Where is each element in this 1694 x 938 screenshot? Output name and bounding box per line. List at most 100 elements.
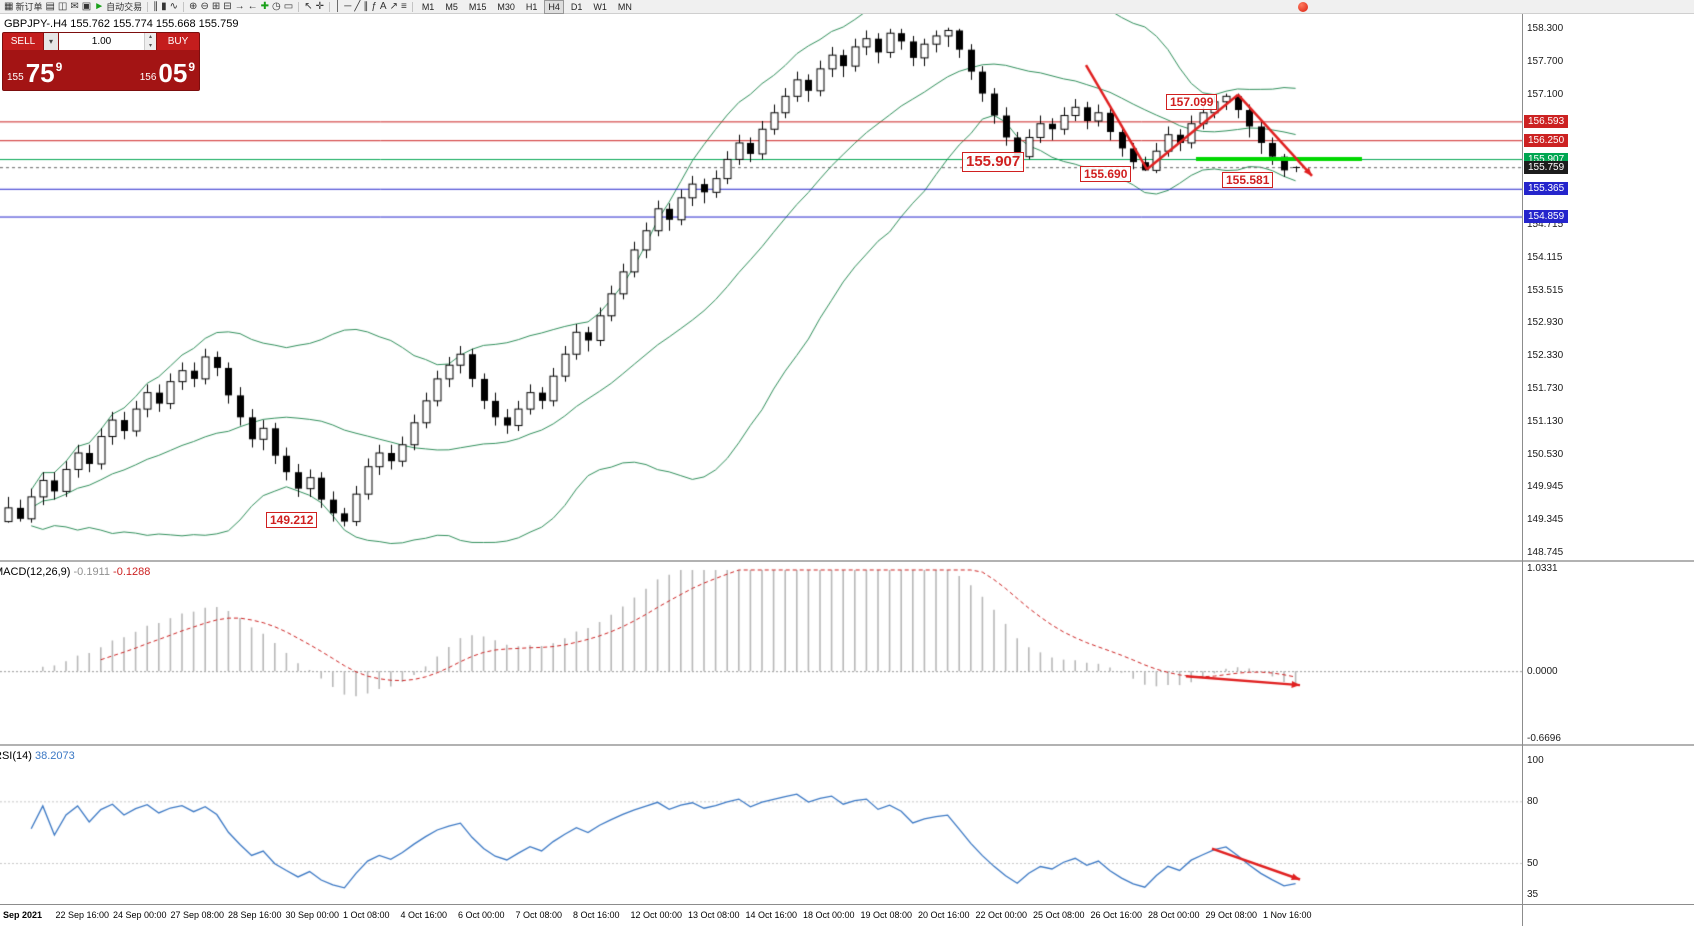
time-axis-label: 20 Oct 16:00 [918, 910, 970, 920]
status-red-icon[interactable] [1298, 2, 1308, 12]
panel-separator[interactable] [0, 560, 1694, 562]
trendline-icon: ╱ [354, 0, 361, 12]
equidistant-channel-icon[interactable]: ∥ [363, 1, 368, 13]
crosshair-icon: ✛ [315, 0, 324, 12]
price-axis-tick: 158.300 [1527, 22, 1564, 34]
price-axis-tick: 157.100 [1527, 88, 1564, 100]
shapes-icon[interactable]: ≡ [401, 1, 407, 13]
rsi-value: 38.2073 [34, 750, 75, 762]
volume-input[interactable] [59, 33, 144, 50]
toolbar-separator [147, 1, 149, 12]
timeframe-H1[interactable]: H1 [525, 1, 538, 12]
volume-stepper: ▴ ▾ [144, 33, 156, 50]
templates-icon: ▭ [283, 0, 294, 12]
timeframe-M15[interactable]: M15 [468, 1, 487, 12]
macd-axis-tick: 1.0331 [1527, 563, 1558, 574]
profiles-icon: ▤ [45, 0, 55, 12]
timeframe-M30[interactable]: M30 [497, 1, 515, 12]
vertical-line-icon[interactable]: │ [335, 1, 341, 13]
time-axis-label: 22 Oct 00:00 [975, 910, 1028, 920]
candlestick-chart-icon[interactable]: ▮ [161, 1, 167, 13]
timeframe-D1[interactable]: D1 [570, 1, 583, 12]
volume-up-button[interactable]: ▴ [148, 34, 152, 40]
indicators-button[interactable]: ✚ [261, 1, 269, 13]
rsi-label: RSI(14) 38.2073 [0, 750, 75, 762]
toolbar: ▦ 新订单 ▤ ◫ ✉ ▣ ► 自动交易 ∥ ▮ ∿ ⊕ ⊖ ⊞ ⊟ → ← ✚ ◷ ▭ ↖ ✛ │ ─ ╱ ∥ ƒ A ↗ ≡ M1 M5 M… [0, 0, 1694, 14]
zoom-in-icon[interactable]: ⊕ [189, 1, 197, 13]
time-axis-label: 7 Oct 08:00 [515, 910, 563, 920]
order-type-dropdown[interactable]: ▾ [43, 33, 58, 50]
fibonacci-icon[interactable]: ƒ [371, 1, 377, 13]
timeframe-M5[interactable]: M5 [445, 1, 458, 12]
profiles-icon[interactable]: ▤ [45, 1, 54, 13]
indicators-icon: ✚ [260, 0, 269, 12]
sell-button[interactable]: SELL [3, 33, 43, 50]
ask-price[interactable]: 156 05 9 [101, 50, 199, 90]
panel-separator[interactable] [0, 744, 1694, 746]
bar-chart-icon: ∥ [153, 0, 159, 12]
annotation-price-label[interactable]: 155.690 [1080, 166, 1132, 182]
price-axis-tick: 151.130 [1527, 416, 1564, 428]
crosshair-icon[interactable]: ✛ [316, 1, 324, 13]
price-axis-tick: 151.730 [1527, 383, 1564, 395]
text-label-icon[interactable]: A [380, 1, 387, 13]
timeframe-MN[interactable]: MN [617, 1, 632, 12]
timeframe-M1[interactable]: M1 [421, 1, 435, 12]
rsi-name: RSI(14) [0, 750, 32, 762]
periods-icon[interactable]: ◷ [272, 1, 281, 13]
price-axis-border [1522, 14, 1523, 926]
bid-price-sup: 9 [55, 60, 63, 74]
trade-controls-row: SELL ▾ ▴ ▾ BUY [3, 33, 199, 50]
macd-indicator-panel[interactable] [0, 562, 1522, 744]
auto-scroll-icon[interactable]: → [235, 1, 245, 13]
line-chart-icon[interactable]: ∿ [170, 1, 178, 13]
templates-icon[interactable]: ▭ [284, 1, 293, 13]
volume-down-button[interactable]: ▾ [148, 42, 152, 49]
time-axis-label: 24 Sep 00:00 [113, 910, 167, 920]
cascade-windows-icon[interactable]: ⊟ [223, 1, 231, 13]
market-watch-icon: ◫ [57, 0, 68, 12]
annotation-price-label[interactable]: 155.581 [1222, 172, 1274, 188]
cursor-icon[interactable]: ↖ [304, 1, 312, 13]
price-axis-tick: 149.345 [1527, 514, 1564, 526]
rsi-indicator-panel[interactable] [0, 746, 1522, 906]
arrows-icon[interactable]: ↗ [390, 1, 398, 13]
mail-icon[interactable]: ✉ [70, 1, 78, 13]
autotrading-button[interactable]: ► 自动交易 [94, 1, 142, 13]
bid-price[interactable]: 155 75 9 [3, 50, 101, 90]
zoom-out-icon[interactable]: ⊖ [200, 1, 208, 13]
market-watch-icon[interactable]: ◫ [58, 1, 67, 13]
price-axis-tick: 148.745 [1527, 547, 1564, 559]
time-axis-label: 25 Oct 08:00 [1033, 910, 1085, 920]
annotation-price-label[interactable]: 157.099 [1166, 94, 1218, 110]
time-axis-label: 4 Oct 16:00 [400, 910, 448, 920]
trendline-icon[interactable]: ╱ [354, 1, 360, 13]
timeframe-W1[interactable]: W1 [593, 1, 607, 12]
horizontal-line-icon[interactable]: ─ [344, 1, 351, 13]
buy-button[interactable]: BUY [157, 33, 199, 50]
time-axis-label: 26 Oct 16:00 [1090, 910, 1143, 920]
new-order-button[interactable]: ▦ 新订单 [4, 1, 42, 13]
bar-chart-icon[interactable]: ∥ [153, 1, 158, 13]
annotation-price-label[interactable]: 149.212 [266, 512, 318, 528]
toolbar-separator [411, 1, 413, 12]
tile-windows-icon[interactable]: ⊞ [212, 1, 220, 13]
vertical-line-icon: │ [334, 0, 342, 12]
main-price-chart[interactable] [0, 14, 1522, 560]
shapes-icon: ≡ [400, 0, 407, 12]
annotation-price-label[interactable]: 155.907 [962, 152, 1025, 172]
new-order-button-label: 新订单 [15, 1, 43, 12]
chart-shift-icon[interactable]: ← [248, 1, 258, 13]
autotrading-button-label: 自动交易 [106, 1, 143, 12]
print-icon[interactable]: ▣ [82, 1, 91, 13]
cursor-icon: ↖ [304, 0, 313, 12]
timeframe-H4[interactable]: H4 [544, 0, 564, 14]
chart-shift-icon: ← [247, 0, 258, 12]
fibonacci-icon: ƒ [371, 0, 377, 12]
price-axis-tick: 153.515 [1527, 285, 1564, 297]
print-icon: ▣ [81, 0, 92, 12]
toolbar-separator [298, 1, 300, 12]
time-axis-label: 8 Oct 16:00 [573, 910, 620, 920]
price-axis-box: 155.365 [1524, 182, 1569, 196]
